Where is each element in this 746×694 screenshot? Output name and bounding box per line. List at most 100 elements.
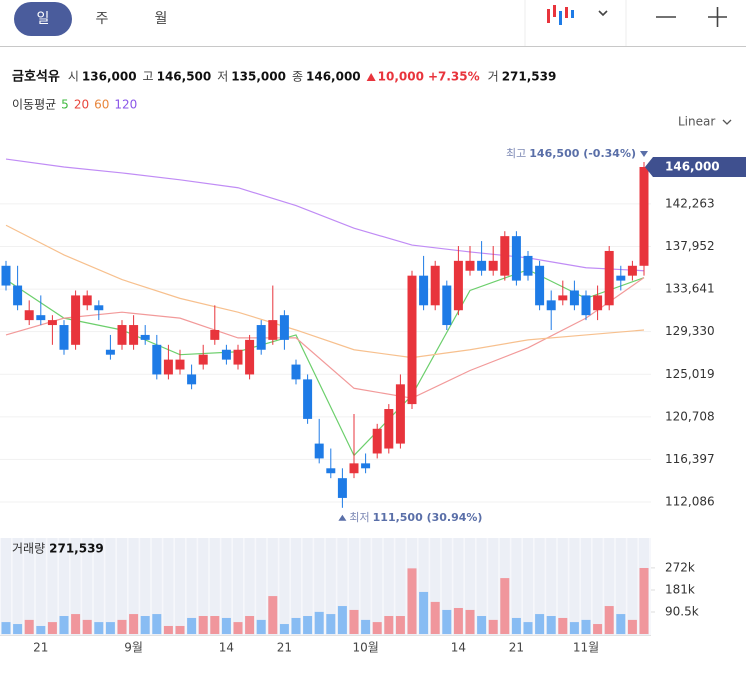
volume-column	[383, 538, 394, 635]
volume-bar	[71, 614, 81, 634]
price-badge-label: 146,000	[665, 159, 720, 173]
tab[interactable]: 일	[37, 11, 50, 27]
candle-body	[291, 364, 301, 380]
volume-bar	[419, 591, 429, 634]
candle-body	[372, 428, 382, 454]
volume-bar	[558, 617, 568, 634]
y-tick-label: 116,397	[665, 452, 715, 466]
candle-body	[546, 300, 556, 311]
candle-body	[523, 255, 533, 276]
x-tick-label: 10월	[352, 641, 378, 655]
volume-column	[35, 538, 46, 635]
volume-column	[615, 538, 626, 635]
volume-bar	[303, 616, 313, 634]
candle-body	[581, 295, 591, 316]
min-label: 최저	[349, 511, 369, 524]
volume-column	[128, 538, 139, 635]
volume-column	[627, 538, 638, 635]
candle-body	[558, 295, 568, 301]
volume-bar	[152, 614, 162, 634]
x-tick-label: 11월	[573, 641, 599, 655]
candle-body	[639, 166, 649, 266]
volume-bar	[221, 617, 231, 634]
candle-body	[163, 359, 173, 375]
volume-bar	[593, 624, 603, 634]
volume-column	[465, 538, 475, 635]
volume-bar	[198, 616, 208, 634]
volume-column	[488, 538, 499, 635]
volume-tick-label: 90.5k	[665, 605, 699, 619]
candle-body	[395, 384, 405, 444]
x-tick-label: 9월	[124, 641, 143, 655]
tab-selected-pill[interactable]	[14, 2, 72, 36]
y-tick-label: 142,263	[665, 196, 715, 210]
volume-bar	[326, 614, 336, 634]
x-tick-label: 14	[451, 641, 466, 655]
volume-bar	[187, 617, 197, 634]
volume-bar	[384, 616, 394, 634]
info-text: 고	[143, 70, 154, 84]
icon-bar	[559, 11, 562, 25]
volume-column	[546, 538, 557, 635]
tab[interactable]: 주	[96, 11, 109, 27]
info-text: 시	[68, 70, 79, 84]
candle-body	[24, 310, 34, 321]
candle-body	[256, 325, 266, 350]
candle-body	[94, 305, 104, 311]
legend-entry: 5	[61, 98, 69, 112]
volume-column	[360, 538, 371, 635]
tab[interactable]: 월	[155, 11, 168, 27]
legend-entry: 120	[114, 98, 137, 112]
candle-body	[279, 315, 289, 340]
y-tick-label: 133,641	[665, 282, 715, 296]
candle-body	[488, 260, 498, 271]
ma-line	[5, 224, 645, 359]
candle-body	[337, 478, 347, 498]
volume-column	[24, 538, 35, 635]
chart-type-icon[interactable]	[547, 5, 574, 25]
volume-bar	[395, 616, 405, 634]
candle-body	[1, 265, 11, 286]
scale-select[interactable]: Linear	[678, 115, 715, 129]
candle-body	[604, 250, 614, 306]
candle-body	[361, 463, 371, 469]
candle-body	[616, 275, 626, 281]
volume-bar	[465, 609, 475, 634]
candle-body	[210, 329, 220, 340]
volume-column	[267, 538, 278, 635]
info-text: 거	[488, 70, 499, 84]
scale-chevron[interactable]	[722, 119, 732, 125]
candle-body	[477, 260, 487, 271]
volume-column	[140, 538, 151, 635]
zoom-in-button[interactable]	[708, 7, 727, 27]
info-text: 146,500	[157, 70, 212, 84]
x-tick-label: 21	[33, 641, 48, 655]
icon-bar	[571, 10, 574, 18]
volume-column	[523, 538, 533, 635]
volume-column	[430, 538, 441, 635]
volume-bar	[210, 616, 220, 634]
volume-bar	[488, 619, 498, 634]
candle-body	[59, 325, 69, 350]
volume-column	[256, 538, 267, 635]
y-tick-label: 129,330	[665, 324, 715, 338]
icon-bar	[547, 9, 550, 23]
volume-column	[337, 538, 348, 635]
volume-bar	[233, 622, 243, 634]
dropdown-chevron[interactable]	[598, 10, 608, 17]
max-marker	[640, 151, 648, 158]
volume-column	[221, 538, 232, 635]
candle-body	[384, 409, 394, 449]
volume-bar	[546, 616, 556, 634]
candle-body	[175, 359, 185, 370]
info-row: 금호석유 시 136,000 고 146,500 저 135,000 종 146,000 10,0…	[12, 70, 556, 85]
volume-column	[453, 538, 464, 635]
volume-bar	[82, 619, 92, 634]
volume-bar	[430, 601, 440, 634]
x-tick-label: 21	[277, 641, 292, 655]
volume-bar	[477, 616, 487, 634]
candle-body	[198, 354, 208, 365]
volume-bar	[1, 622, 11, 634]
ma-line	[5, 277, 645, 399]
